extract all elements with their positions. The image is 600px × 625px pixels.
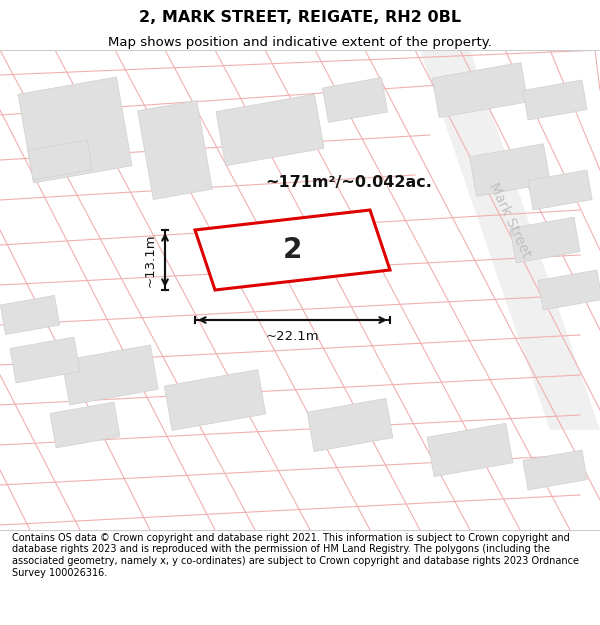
- Text: ~13.1m: ~13.1m: [144, 233, 157, 287]
- Text: 2, MARK STREET, REIGATE, RH2 0BL: 2, MARK STREET, REIGATE, RH2 0BL: [139, 10, 461, 25]
- Polygon shape: [523, 80, 587, 120]
- Text: Mark Street: Mark Street: [487, 180, 533, 260]
- Text: Contains OS data © Crown copyright and database right 2021. This information is : Contains OS data © Crown copyright and d…: [12, 533, 579, 578]
- Polygon shape: [50, 402, 120, 448]
- Polygon shape: [432, 62, 528, 118]
- Polygon shape: [510, 217, 580, 263]
- Polygon shape: [427, 423, 513, 477]
- Polygon shape: [62, 345, 158, 405]
- Polygon shape: [538, 270, 600, 310]
- Polygon shape: [195, 210, 390, 290]
- Polygon shape: [528, 170, 592, 210]
- Polygon shape: [18, 77, 132, 183]
- Text: 2: 2: [283, 236, 302, 264]
- Polygon shape: [137, 101, 212, 199]
- Polygon shape: [523, 450, 587, 490]
- Polygon shape: [322, 78, 388, 122]
- Polygon shape: [10, 337, 80, 383]
- Polygon shape: [216, 94, 324, 166]
- Polygon shape: [307, 398, 393, 452]
- Polygon shape: [470, 144, 550, 196]
- Polygon shape: [420, 50, 600, 430]
- Text: Map shows position and indicative extent of the property.: Map shows position and indicative extent…: [108, 36, 492, 49]
- Polygon shape: [164, 369, 266, 431]
- Text: ~22.1m: ~22.1m: [266, 330, 319, 343]
- Polygon shape: [1, 296, 59, 334]
- Text: ~171m²/~0.042ac.: ~171m²/~0.042ac.: [265, 175, 432, 190]
- Polygon shape: [28, 140, 92, 180]
